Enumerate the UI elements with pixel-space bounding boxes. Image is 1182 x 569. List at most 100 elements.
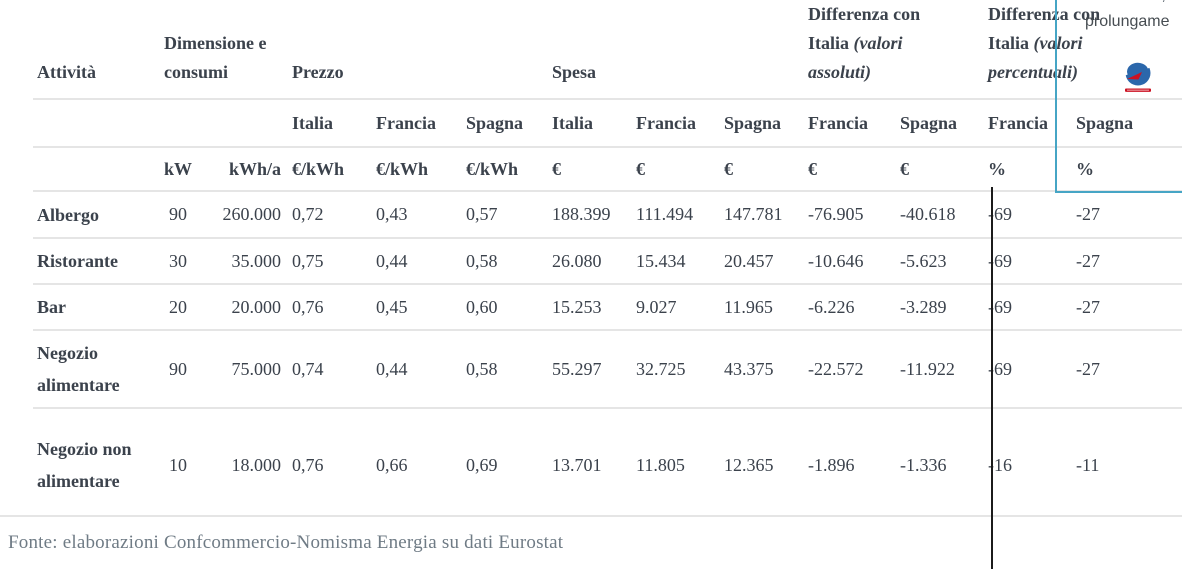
cell-spesa-italia: 13.701 <box>552 454 602 475</box>
cell-spesa-spagna: 12.365 <box>724 454 774 475</box>
diff-pct-line1: Differenza con <box>988 4 1101 24</box>
cell-activity: Negozio alimentare <box>37 343 120 396</box>
cell-diff-francia: -22.572 <box>808 358 864 379</box>
subheader-spesa-spagna: Spagna <box>724 112 782 133</box>
cell-prezzo-francia: 0,44 <box>376 358 408 379</box>
cell-diff-francia: -6.226 <box>808 296 855 317</box>
col-header-differenza-assoluti: Differenza con Italia (valori assoluti) <box>804 0 984 99</box>
cell-prezzo-francia: 0,45 <box>376 296 408 317</box>
cell-prezzo-spagna: 0,57 <box>466 204 498 225</box>
cell-pct-francia: -69 <box>988 358 1013 379</box>
cell-prezzo-francia: 0,66 <box>376 454 408 475</box>
cell-spesa-francia: 15.434 <box>636 250 686 271</box>
cell-kw: 90 <box>169 358 187 379</box>
cell-prezzo-italia: 0,75 <box>292 250 324 271</box>
selection-frame <box>1055 0 1182 193</box>
diff-abs-line2: Italia <box>808 33 854 54</box>
cell-diff-spagna: -11.922 <box>900 358 955 379</box>
cell-kwha: 18.000 <box>231 454 282 475</box>
cell-pct-francia: -69 <box>988 296 1013 317</box>
table-row-ristorante: Ristorante 30 35.000 0,75 0,44 0,58 26.0… <box>33 238 1182 285</box>
cell-prezzo-italia: 0,74 <box>292 358 324 379</box>
cell-spesa-italia: 55.297 <box>552 358 602 379</box>
subheader-pct-francia: Francia <box>988 112 1049 133</box>
cell-pct-spagna: -27 <box>1076 204 1101 225</box>
subheader-diff-spagna: Spagna <box>900 112 958 133</box>
subheader-prezzo-italia: Italia <box>292 112 334 133</box>
table-row-bar: Bar 20 20.000 0,76 0,45 0,60 15.253 9.02… <box>33 284 1182 331</box>
cell-prezzo-spagna: 0,58 <box>466 250 498 271</box>
cell-kw: 20 <box>169 296 187 317</box>
cell-diff-spagna: -3.289 <box>900 296 947 317</box>
cell-diff-francia: -1.896 <box>808 454 855 475</box>
diff-pct-line2-italic: (valori <box>1033 33 1083 54</box>
subheader-diff-francia: Francia <box>808 112 869 133</box>
cell-spesa-italia: 188.399 <box>552 204 611 225</box>
col-header-attivita: Attività <box>37 62 96 83</box>
confcommercio-logo <box>1124 60 1151 92</box>
col-header-spesa: Spesa <box>552 62 597 83</box>
unit-diff-spagna: € <box>900 158 910 179</box>
cell-prezzo-italia: 0,76 <box>292 296 324 317</box>
cell-diff-spagna: -5.623 <box>900 250 947 271</box>
cell-spesa-francia: 111.494 <box>636 204 694 225</box>
col-header-prezzo: Prezzo <box>292 62 344 83</box>
unit-prezzo-italia: €/kWh <box>292 158 345 179</box>
cell-spesa-francia: 32.725 <box>636 358 686 379</box>
group-header-row: Attività Dimensione e consumi Prezzo Spe… <box>33 0 1182 100</box>
table-row-negozio-non-alimentare: Negozio non alimentare 10 18.000 0,76 0,… <box>33 408 1182 521</box>
unit-kw: kW <box>164 158 193 179</box>
cell-prezzo-italia: 0,76 <box>292 454 324 475</box>
diff-pct-line2: Italia <box>988 33 1034 54</box>
cell-pct-spagna: -27 <box>1076 250 1101 271</box>
subheader-pct-spagna: Spagna <box>1076 112 1134 133</box>
cell-diff-francia: -76.905 <box>808 204 864 225</box>
cell-kwha: 35.000 <box>231 250 282 271</box>
unit-diff-francia: € <box>808 158 818 179</box>
empty-cell <box>33 99 288 147</box>
cell-spesa-spagna: 147.781 <box>724 204 783 225</box>
crop-line <box>991 187 993 569</box>
energy-cost-table: Attività Dimensione e consumi Prezzo Spe… <box>33 0 1182 521</box>
cell-prezzo-francia: 0,43 <box>376 204 408 225</box>
subheader-prezzo-spagna: Spagna <box>466 112 524 133</box>
cell-prezzo-italia: 0,72 <box>292 204 324 225</box>
cell-diff-spagna: -40.618 <box>900 204 956 225</box>
cell-pct-spagna: -11 <box>1076 454 1100 475</box>
background-text-economia: economia, <box>1092 0 1166 5</box>
cell-prezzo-spagna: 0,69 <box>466 454 498 475</box>
unit-prezzo-spagna: €/kWh <box>466 158 519 179</box>
cell-kw: 90 <box>169 204 187 225</box>
unit-pct-francia: % <box>988 158 1007 179</box>
cell-spesa-francia: 11.805 <box>636 454 685 475</box>
cell-spesa-italia: 26.080 <box>552 250 602 271</box>
cell-activity: Negozio non alimentare <box>37 439 132 492</box>
unit-spesa-francia: € <box>636 158 645 179</box>
subheader-spesa-italia: Italia <box>552 112 594 133</box>
cell-spesa-spagna: 43.375 <box>724 358 774 379</box>
cell-diff-francia: -10.646 <box>808 250 864 271</box>
diff-abs-line2-italic: (valori <box>853 33 903 54</box>
subheader-spesa-francia: Francia <box>636 112 696 133</box>
cell-pct-spagna: -27 <box>1076 358 1101 379</box>
table-row-negozio-alimentare: Negozio alimentare 90 75.000 0,74 0,44 0… <box>33 330 1182 409</box>
cell-kwha: 260.000 <box>222 204 282 225</box>
cell-pct-francia: -16 <box>988 454 1013 475</box>
cell-prezzo-spagna: 0,60 <box>466 296 498 317</box>
unit-spesa-italia: € <box>552 158 561 179</box>
unit-spesa-spagna: € <box>724 158 733 179</box>
unit-header-row: kW kWh/a €/kWh €/kWh €/kWh € € € € € % % <box>33 147 1182 192</box>
cell-kwha: 20.000 <box>231 296 282 317</box>
cell-spesa-francia: 9.027 <box>636 296 677 317</box>
cell-activity: Ristorante <box>37 251 118 272</box>
cell-kw: 30 <box>169 250 187 271</box>
source-note: Fonte: elaborazioni Confcommercio-Nomism… <box>8 532 564 553</box>
diff-abs-line1: Differenza con <box>808 4 921 24</box>
cell-pct-francia: -69 <box>988 250 1013 271</box>
cell-diff-spagna: -1.336 <box>900 454 947 475</box>
table-row-albergo: Albergo 90 260.000 0,72 0,43 0,57 188.39… <box>33 191 1182 239</box>
cell-activity: Bar <box>37 297 66 318</box>
subheader-prezzo-francia: Francia <box>376 112 436 133</box>
cell-prezzo-francia: 0,44 <box>376 250 408 271</box>
